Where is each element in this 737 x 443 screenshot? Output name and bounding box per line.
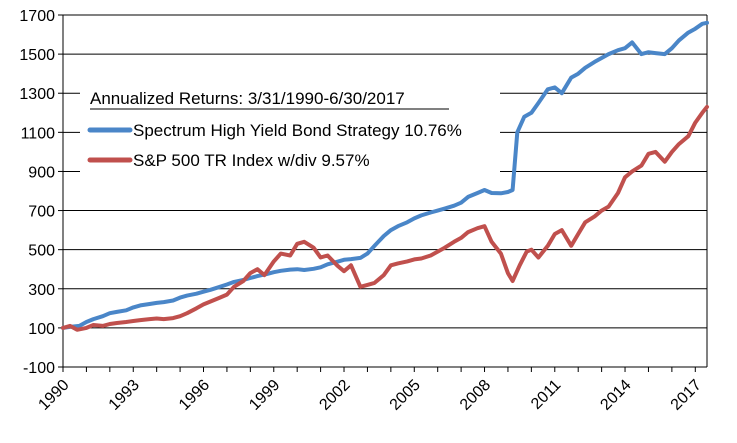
- series-lines: [61, 20, 709, 332]
- legend-label-sp500: S&P 500 TR Index w/div 9.57%: [133, 151, 370, 170]
- x-tick-label: 2005: [387, 377, 424, 414]
- y-tick-label: 1100: [21, 125, 56, 142]
- gridlines: [63, 14, 707, 368]
- x-tick-label: 1990: [35, 377, 72, 414]
- y-tick-label: 900: [28, 164, 55, 181]
- x-tick-label: 2011: [528, 377, 564, 413]
- y-tick-label: 100: [28, 321, 55, 338]
- legend-background: [80, 80, 500, 175]
- legend-label-spectrum: Spectrum High Yield Bond Strategy 10.76%: [133, 121, 462, 140]
- y-tick-label: 700: [28, 204, 55, 221]
- x-tick-label: 1996: [176, 377, 213, 414]
- x-tick-label: 2017: [668, 377, 705, 414]
- legend: Annualized Returns: 3/31/1990-6/30/2017 …: [80, 80, 500, 175]
- y-tick-label: 1500: [19, 47, 55, 64]
- y-tick-label: 300: [28, 282, 55, 299]
- y-tick-label: 500: [28, 243, 55, 260]
- x-tick-label: 1999: [246, 377, 283, 414]
- legend-heading: Annualized Returns: 3/31/1990-6/30/2017: [90, 89, 405, 108]
- x-tick-label: 2008: [457, 377, 494, 414]
- series-line-spectrum: [61, 20, 709, 330]
- series-line-sp500: [61, 104, 709, 332]
- x-tick-label: 1993: [106, 377, 143, 414]
- y-tick-label: -100: [23, 360, 55, 377]
- y-tick-label: 1300: [19, 86, 55, 103]
- x-tick-label: 2014: [597, 377, 634, 414]
- x-tick-label: 2002: [316, 377, 353, 414]
- y-tick-label: 1700: [19, 8, 55, 25]
